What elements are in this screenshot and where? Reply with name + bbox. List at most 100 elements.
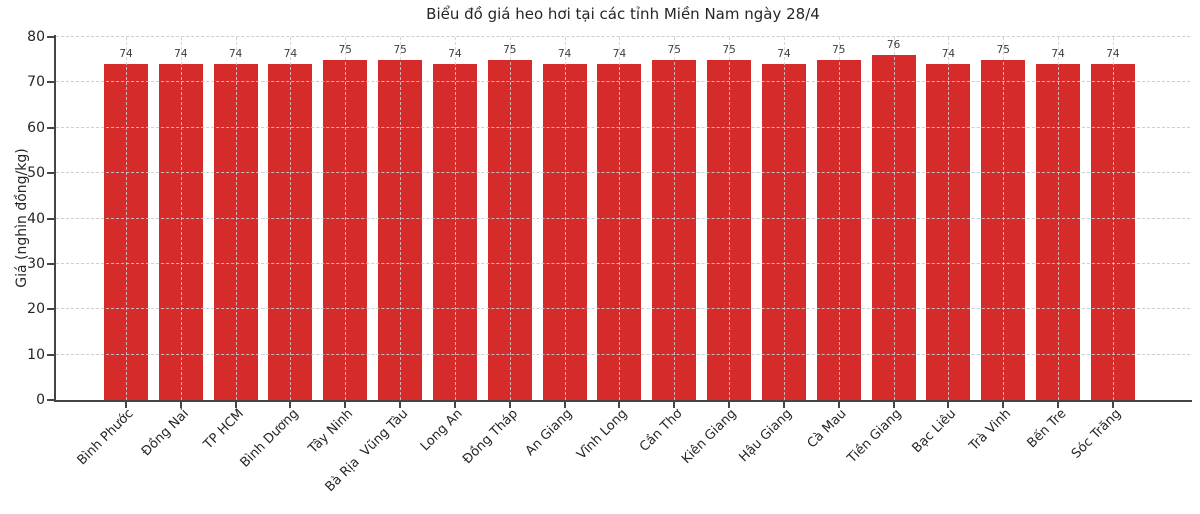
bar-value-label: 74 xyxy=(174,48,188,61)
x-tick-label: Hậu Giang xyxy=(736,406,795,466)
h-gridline xyxy=(56,126,1190,128)
bar-value-label: 75 xyxy=(667,43,681,56)
bar-value-label: 74 xyxy=(228,48,243,61)
x-tick-label: Cần Thơ xyxy=(636,406,686,455)
x-tick-label: Bạc Liêu xyxy=(909,406,960,457)
x-tick-label: Đồng Nai xyxy=(138,406,192,460)
v-gridline xyxy=(180,37,182,400)
v-gridline xyxy=(838,37,840,400)
h-gridline xyxy=(56,36,1190,37)
bar-value-label: 74 xyxy=(777,48,791,61)
bar-value-label: 76 xyxy=(886,39,901,52)
y-tick-mark xyxy=(47,353,54,356)
bar-value-label: 74 xyxy=(557,48,572,61)
bar-value-label: 74 xyxy=(448,48,462,61)
v-gridline xyxy=(729,37,731,400)
x-tick-mark xyxy=(563,402,566,408)
v-gridline xyxy=(893,37,895,400)
x-tick-mark xyxy=(289,402,292,408)
x-tick-mark xyxy=(892,402,895,408)
bar-value-label: 75 xyxy=(832,43,846,56)
y-tick-label: 40 xyxy=(27,210,45,227)
x-axis-spine xyxy=(54,400,1192,402)
x-tick-label: Kiên Giang xyxy=(679,406,741,467)
h-gridline xyxy=(56,172,1190,174)
y-tick-mark xyxy=(47,126,54,129)
y-tick-label: 20 xyxy=(27,301,45,318)
x-tick-mark xyxy=(344,402,347,408)
x-tick-mark xyxy=(1057,402,1060,408)
x-tick-mark xyxy=(453,402,456,408)
x-tick-mark xyxy=(728,402,731,408)
bar-value-label: 74 xyxy=(1106,48,1120,61)
bar-value-label: 75 xyxy=(338,43,352,56)
v-gridline xyxy=(509,37,511,400)
x-tick-label: An Giang xyxy=(522,406,576,459)
bar-value-label: 75 xyxy=(393,43,407,56)
y-tick-mark xyxy=(47,308,54,311)
y-axis-spine xyxy=(54,35,56,402)
y-tick-label: 70 xyxy=(27,74,45,91)
h-gridline xyxy=(56,308,1190,310)
x-tick-label: Sóc Trăng xyxy=(1068,406,1124,462)
x-tick-mark xyxy=(1111,402,1114,408)
v-gridline xyxy=(126,37,127,400)
y-tick-label: 0 xyxy=(36,392,45,408)
x-tick-label: Long An xyxy=(418,406,466,455)
v-gridline xyxy=(1058,37,1060,400)
h-gridline xyxy=(56,217,1190,219)
v-gridline xyxy=(290,37,292,400)
x-tick-mark xyxy=(125,402,127,408)
x-tick-label: TP HCM xyxy=(200,406,247,453)
x-tick-label: Trà Vinh xyxy=(966,406,1015,454)
x-tick-mark xyxy=(947,402,950,408)
x-tick-mark xyxy=(618,402,621,408)
x-tick-label: Tiền Giang xyxy=(844,406,905,467)
x-tick-label: Bến Tre xyxy=(1024,406,1070,452)
bar-value-label: 74 xyxy=(283,48,298,61)
x-tick-label: Vĩnh Long xyxy=(574,406,631,463)
chart-title: Biểu đồ giá heo hơi tại các tỉnh Miền Na… xyxy=(426,5,820,23)
x-tick-label: Tây Ninh xyxy=(306,406,357,457)
x-tick-label: Cà Mau xyxy=(804,406,850,452)
v-gridline xyxy=(948,37,950,400)
v-gridline xyxy=(674,37,676,400)
x-tick-mark xyxy=(782,402,785,408)
bar-value-label: 75 xyxy=(722,43,736,56)
y-tick-label: 30 xyxy=(27,255,45,272)
x-tick-label: Đồng Tháp xyxy=(459,406,521,468)
h-gridline xyxy=(56,81,1190,83)
h-gridline xyxy=(56,262,1190,264)
x-tick-mark xyxy=(673,402,676,408)
y-tick-mark xyxy=(47,399,54,401)
x-tick-mark xyxy=(399,402,402,408)
bar-value-label: 75 xyxy=(503,43,517,56)
y-tick-mark xyxy=(47,36,54,38)
x-tick-mark xyxy=(179,402,182,408)
v-gridline xyxy=(454,37,456,400)
x-tick-mark xyxy=(508,402,511,408)
v-gridline xyxy=(400,37,402,400)
y-tick-mark xyxy=(47,217,54,220)
bar-value-label: 74 xyxy=(1051,48,1065,61)
v-gridline xyxy=(1003,37,1005,400)
x-tick-mark xyxy=(837,402,840,408)
y-tick-label: 10 xyxy=(27,346,45,363)
y-tick-mark xyxy=(47,81,54,84)
bar-value-label: 75 xyxy=(996,43,1010,56)
v-gridline xyxy=(235,37,237,400)
v-gridline xyxy=(783,37,785,400)
x-tick-mark xyxy=(234,402,237,408)
v-gridline xyxy=(619,37,621,400)
bar-value-label: 74 xyxy=(941,48,956,61)
x-tick-mark xyxy=(1002,402,1005,408)
v-gridline xyxy=(1112,37,1114,400)
bar-value-label: 74 xyxy=(119,48,133,61)
v-gridline xyxy=(345,37,347,400)
bar-value-label: 74 xyxy=(612,48,627,61)
y-tick-label: 50 xyxy=(27,165,45,182)
y-tick-label: 80 xyxy=(27,29,45,45)
y-tick-label: 60 xyxy=(27,119,45,136)
y-tick-mark xyxy=(47,262,54,265)
